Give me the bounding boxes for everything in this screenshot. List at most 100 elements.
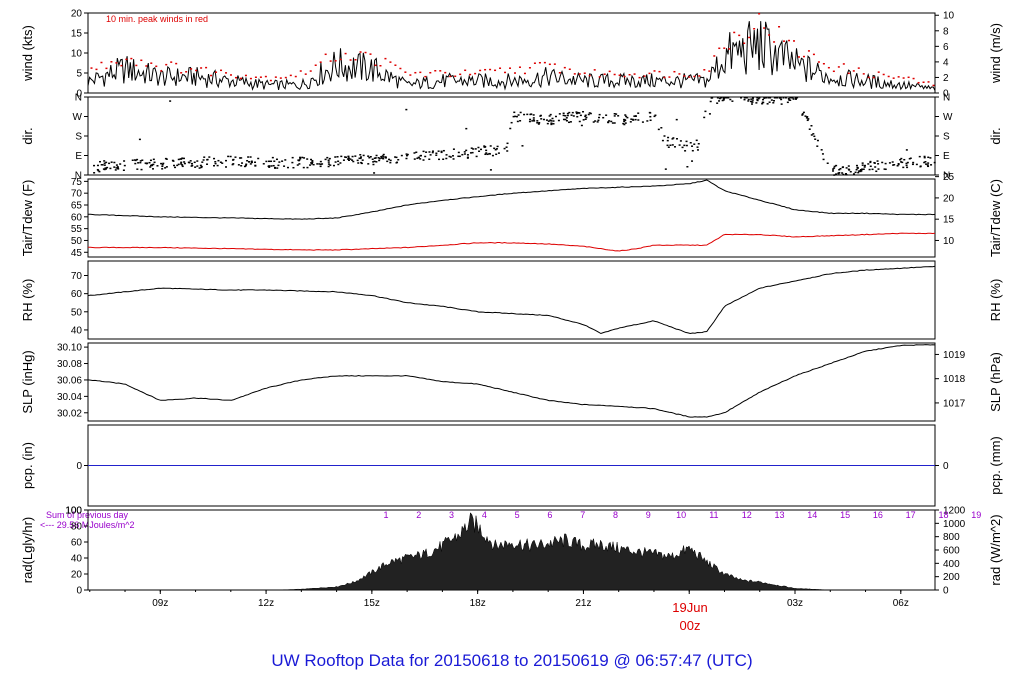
right-tick-label: 8 <box>943 26 949 37</box>
direction-point <box>588 112 591 114</box>
direction-point <box>630 118 633 120</box>
direction-point <box>747 98 750 101</box>
peak-wind-point <box>494 69 497 72</box>
direction-point <box>532 119 535 121</box>
solar-hour-label: 19 <box>971 510 981 520</box>
direction-point <box>116 166 119 168</box>
peak-wind-point <box>598 76 601 78</box>
peak-wind-point <box>439 70 442 72</box>
direction-point <box>243 165 246 168</box>
direction-point <box>311 161 314 164</box>
direction-point <box>203 156 206 158</box>
direction-point <box>247 156 250 158</box>
x-tick-label: 09z <box>152 598 168 609</box>
direction-point <box>855 164 858 167</box>
direction-point <box>346 158 349 160</box>
direction-point <box>180 161 183 164</box>
direction-point <box>431 151 434 154</box>
direction-point <box>596 121 599 123</box>
left-tick-label: 70 <box>71 271 83 282</box>
direction-point <box>109 167 112 170</box>
direction-point <box>291 156 294 159</box>
direction-point <box>923 161 926 164</box>
panel-frame-wind <box>87 12 936 94</box>
direction-point <box>598 113 601 116</box>
direction-point <box>536 122 539 124</box>
direction-point <box>274 167 277 169</box>
direction-point <box>844 173 847 175</box>
direction-point <box>334 161 337 163</box>
direction-point <box>897 162 900 165</box>
direction-point <box>899 158 902 161</box>
peak-wind-point <box>518 66 521 68</box>
direction-point <box>582 119 585 121</box>
peak-wind-point <box>299 70 302 72</box>
direction-point <box>485 152 488 154</box>
direction-point <box>397 159 400 161</box>
right-tick-label: 10 <box>943 11 955 22</box>
direction-point <box>327 163 330 165</box>
direction-point <box>475 155 478 158</box>
direction-point <box>681 146 684 149</box>
direction-point <box>575 111 578 113</box>
direction-point <box>191 164 194 167</box>
direction-point <box>458 155 461 158</box>
direction-point <box>683 144 686 147</box>
direction-point <box>136 158 139 161</box>
direction-point <box>489 169 492 171</box>
direction-point <box>273 160 276 162</box>
direction-point <box>115 167 118 169</box>
peak-wind-point <box>793 40 796 42</box>
direction-point <box>319 163 322 166</box>
peak-wind-point <box>723 47 726 49</box>
direction-point <box>897 163 900 166</box>
direction-point <box>607 121 610 124</box>
direction-point <box>857 171 860 174</box>
direction-point <box>271 156 274 159</box>
direction-point <box>648 111 651 114</box>
peak-wind-point <box>344 52 347 55</box>
direction-point <box>919 165 922 167</box>
direction-point <box>292 166 295 169</box>
direction-point <box>821 153 824 155</box>
peak-wind-point <box>628 73 631 76</box>
direction-point <box>152 158 155 161</box>
direction-point <box>584 118 587 120</box>
direction-point <box>572 115 575 117</box>
direction-point <box>428 158 431 161</box>
peak-wind-point <box>454 75 457 78</box>
direction-point <box>506 142 509 145</box>
peak-wind-point <box>499 67 502 69</box>
direction-point <box>756 97 759 99</box>
peak-wind-point <box>484 68 487 71</box>
direction-point <box>569 121 572 123</box>
peak-wind-point <box>922 81 925 83</box>
direction-point <box>194 166 197 168</box>
direction-point <box>241 162 244 164</box>
direction-point <box>250 161 253 164</box>
direction-point <box>718 97 721 100</box>
right-tick-label: 2 <box>943 73 949 84</box>
left-tick-label: 40 <box>71 554 83 565</box>
direction-point <box>649 119 652 122</box>
direction-point <box>268 160 271 163</box>
direction-point <box>669 144 672 147</box>
peak-wind-point <box>708 70 711 72</box>
direction-point <box>807 118 810 120</box>
peak-wind-point <box>807 50 810 52</box>
direction-point <box>151 168 154 170</box>
direction-point <box>718 100 721 102</box>
ylabel-right-humidity: RH (%) <box>988 279 1003 322</box>
direction-point <box>789 97 792 99</box>
direction-point <box>784 97 787 99</box>
x-tick-label: 15z <box>364 598 380 609</box>
direction-point <box>896 165 899 167</box>
direction-point <box>856 167 859 169</box>
direction-point <box>171 159 174 162</box>
direction-point <box>471 151 474 154</box>
direction-point <box>766 103 769 105</box>
peak-wind-point <box>758 13 761 15</box>
peak-wind-point <box>608 70 611 73</box>
direction-point <box>286 166 289 169</box>
peak-wind-point <box>364 51 367 54</box>
